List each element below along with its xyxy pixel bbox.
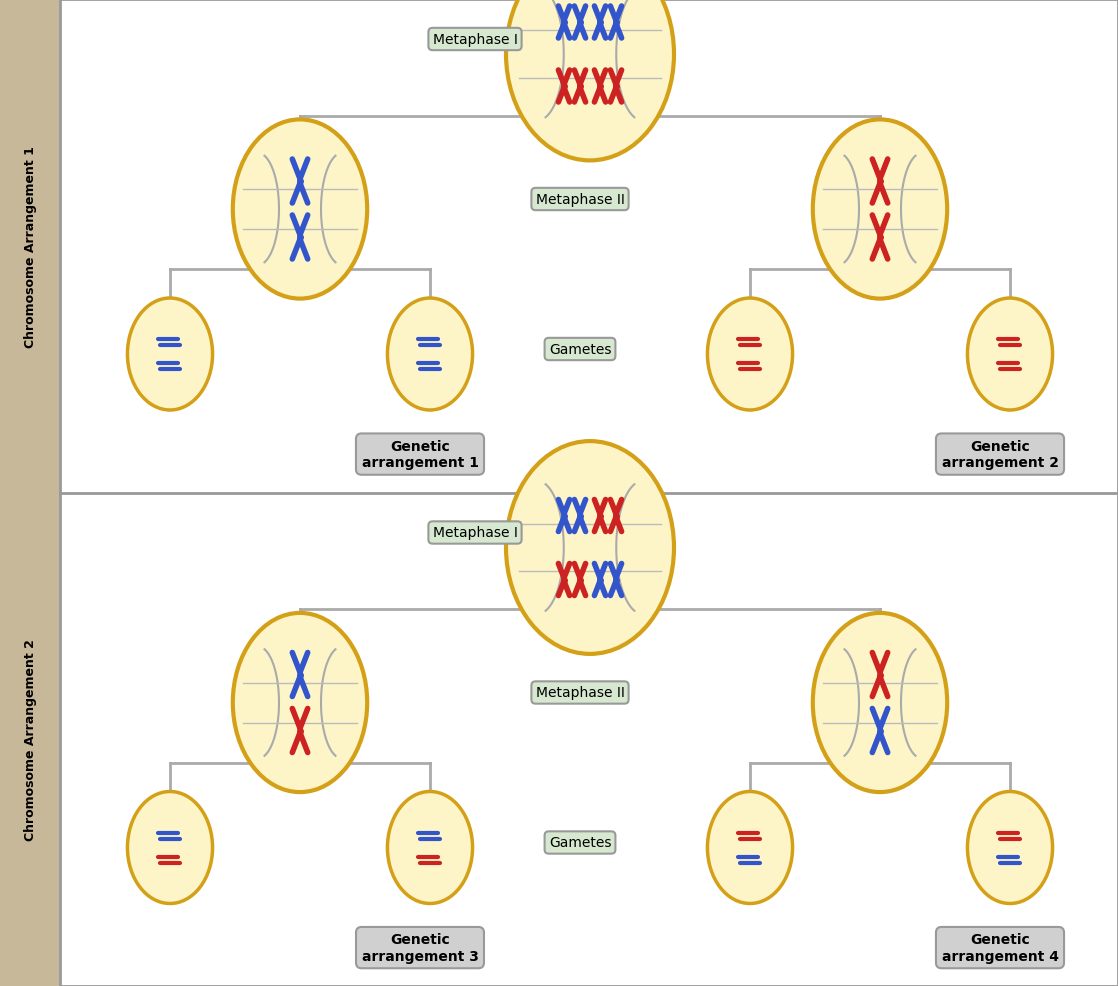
Ellipse shape	[233, 613, 367, 793]
Text: Genetic
arrangement 1: Genetic arrangement 1	[361, 440, 479, 469]
Text: Gametes: Gametes	[549, 836, 612, 850]
Ellipse shape	[388, 792, 473, 903]
Text: Chromosome Arrangement 2: Chromosome Arrangement 2	[23, 639, 37, 840]
Text: Metaphase I: Metaphase I	[433, 526, 518, 540]
Text: Gametes: Gametes	[549, 343, 612, 357]
Ellipse shape	[388, 299, 473, 410]
Ellipse shape	[813, 613, 947, 793]
Ellipse shape	[127, 792, 212, 903]
Ellipse shape	[506, 442, 674, 655]
Text: Genetic
arrangement 3: Genetic arrangement 3	[361, 933, 479, 962]
Ellipse shape	[813, 120, 947, 300]
Text: Chromosome Arrangement 1: Chromosome Arrangement 1	[23, 146, 37, 347]
Ellipse shape	[967, 792, 1052, 903]
Ellipse shape	[127, 299, 212, 410]
Text: Genetic
arrangement 2: Genetic arrangement 2	[941, 440, 1059, 469]
Ellipse shape	[233, 120, 367, 300]
Bar	[0, 0, 60, 986]
Text: Genetic
arrangement 4: Genetic arrangement 4	[941, 933, 1059, 962]
Ellipse shape	[967, 299, 1052, 410]
Text: Metaphase I: Metaphase I	[433, 33, 518, 47]
Ellipse shape	[708, 792, 793, 903]
Ellipse shape	[506, 0, 674, 162]
Text: Metaphase II: Metaphase II	[536, 193, 625, 207]
Text: Metaphase II: Metaphase II	[536, 686, 625, 700]
Ellipse shape	[708, 299, 793, 410]
